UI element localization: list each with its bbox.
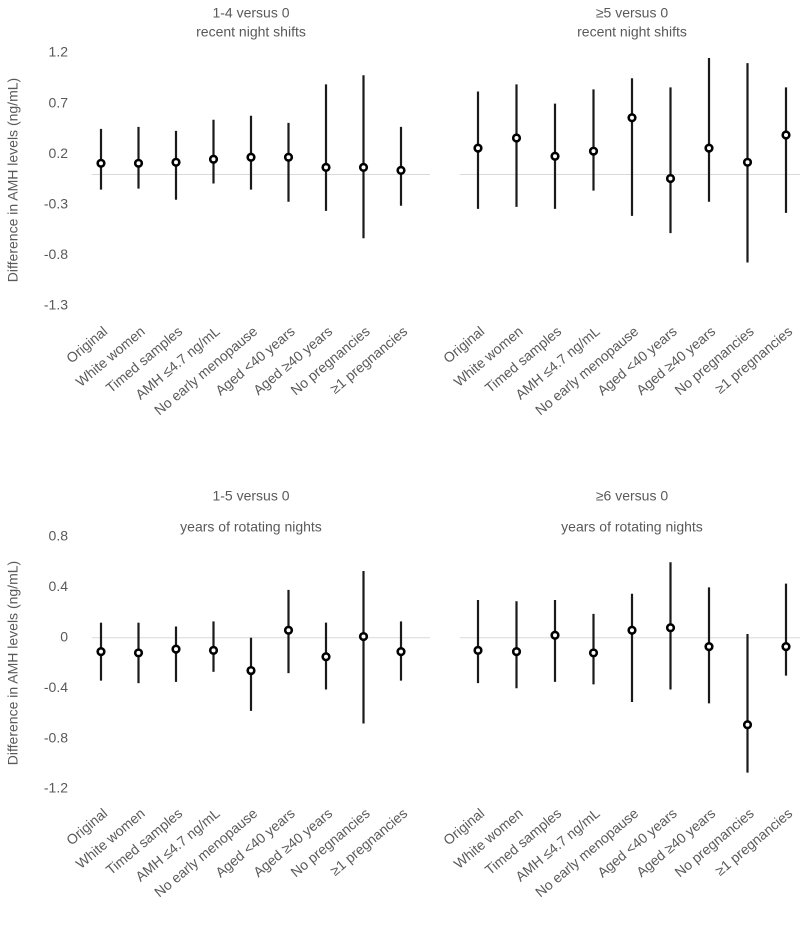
point-estimate <box>133 158 144 168</box>
y-tick-label: 0.2 <box>49 145 69 161</box>
point-estimate <box>588 146 599 156</box>
point-estimate <box>473 143 483 153</box>
point-estimate <box>246 665 256 676</box>
y-tick-label: 0.7 <box>49 94 69 110</box>
point-estimate <box>511 647 522 657</box>
point-estimate <box>742 157 753 167</box>
panel-title-line-1: 1-4 versus 0 <box>212 5 289 21</box>
point-estimate <box>742 720 753 730</box>
point-estimate <box>627 113 637 123</box>
y-tick-label: -0.4 <box>44 679 68 695</box>
point-estimate <box>96 647 106 657</box>
y-tick-label: 1.2 <box>49 44 69 60</box>
point-estimate <box>511 133 522 143</box>
point-estimate <box>781 130 791 140</box>
y-tick-label: 0 <box>60 629 68 645</box>
point-estimate <box>588 648 599 658</box>
point-estimate <box>133 648 144 658</box>
panel-title-line-1: 1-5 versus 0 <box>212 488 289 504</box>
point-estimate <box>358 162 369 172</box>
panel-title-line-2: recent night shifts <box>577 24 687 40</box>
panel-title-line-2: recent night shifts <box>196 24 306 40</box>
panel-title-line-2: years of rotating nights <box>561 519 703 535</box>
point-estimate <box>208 154 219 164</box>
y-axis-label: Difference in AMH levels (ng/mL) <box>5 78 21 282</box>
point-estimate <box>550 151 560 161</box>
point-estimate <box>550 630 560 640</box>
point-estimate <box>358 631 369 642</box>
point-estimate <box>627 625 637 635</box>
point-estimate <box>665 173 676 184</box>
point-estimate <box>208 645 219 656</box>
point-estimate <box>665 623 676 633</box>
panel-title-line-2: years of rotating nights <box>180 519 322 535</box>
y-tick-label: -0.8 <box>44 246 68 262</box>
point-estimate <box>171 157 181 167</box>
y-axis-label: Difference in AMH levels (ng/mL) <box>5 561 21 765</box>
point-estimate <box>704 143 714 153</box>
point-estimate <box>704 642 714 652</box>
point-estimate <box>321 652 331 662</box>
panel-1: 1-4 versus 0 recent night shifts 1.2 0.7 0.2… <box>5 5 430 418</box>
y-tick-label: -0.8 <box>44 729 68 745</box>
point-estimate <box>396 647 406 657</box>
point-estimate <box>473 645 483 656</box>
point-estimate <box>171 644 181 654</box>
panel-title-line-1: ≥6 versus 0 <box>596 488 668 504</box>
panel-3: 1-5 versus 0 years of rotating nights 0.8 0… <box>5 488 430 900</box>
point-estimate <box>781 642 791 652</box>
y-tick-label: -1.2 <box>44 780 68 796</box>
point-estimate <box>321 162 331 172</box>
point-estimate <box>246 152 256 162</box>
y-tick-label: 0.4 <box>49 578 69 594</box>
point-estimate <box>396 165 406 175</box>
point-estimate <box>283 625 294 635</box>
panel-title-line-1: ≥5 versus 0 <box>596 5 668 21</box>
y-tick-label: -0.3 <box>44 196 68 212</box>
point-estimate <box>283 152 294 162</box>
y-tick-label: -1.3 <box>44 297 68 313</box>
point-estimate <box>96 158 106 168</box>
y-tick-label: 0.8 <box>49 528 69 544</box>
